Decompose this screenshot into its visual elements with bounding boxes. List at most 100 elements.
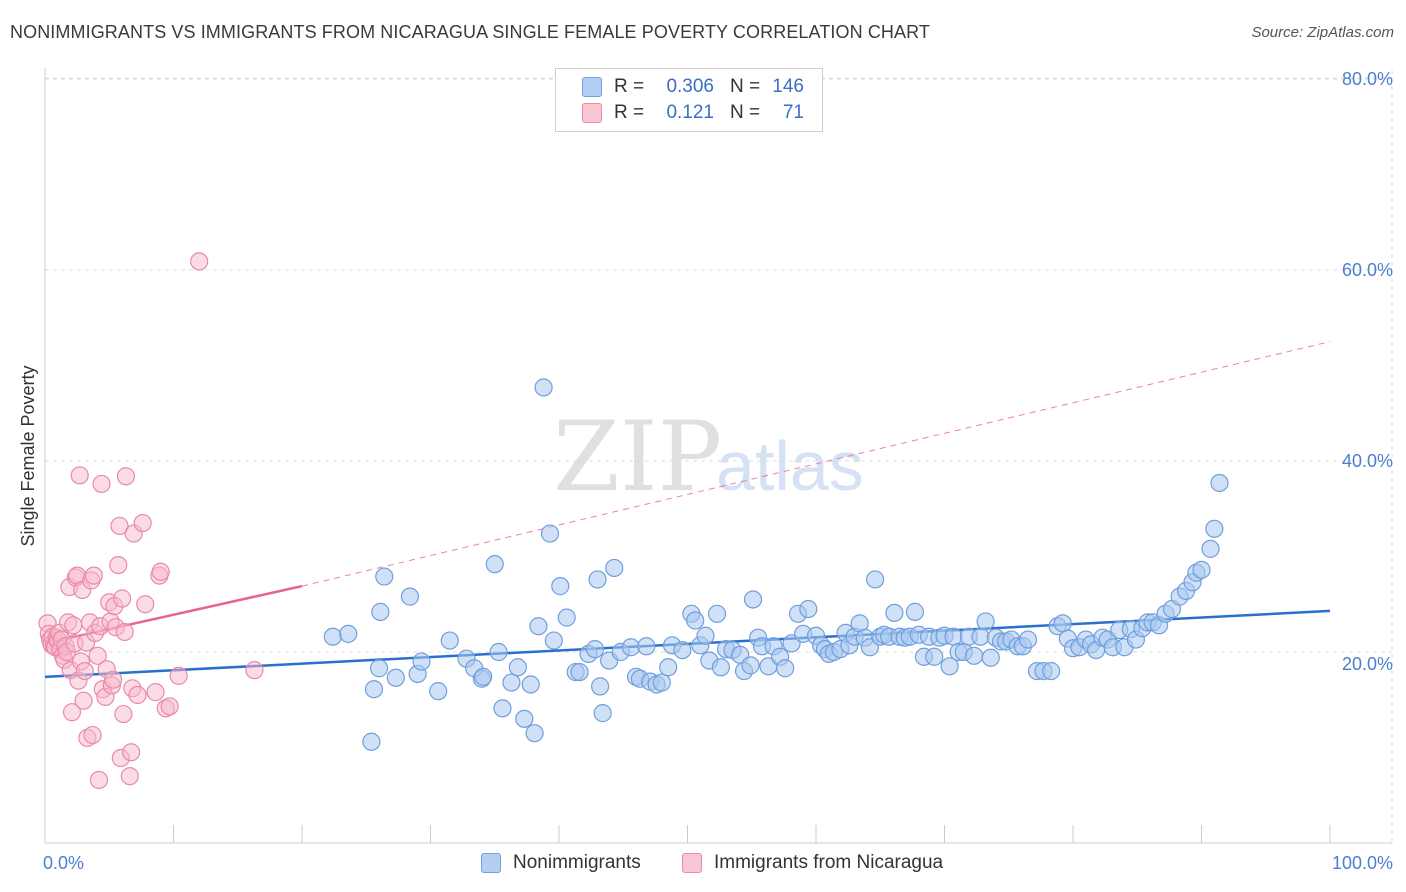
legend-swatch-blue	[481, 853, 501, 873]
data-point-immigrants	[112, 589, 132, 608]
axis-labels: 20.0% 40.0% 60.0% 80.0% 0.0% 100.0% Single Fem…	[18, 69, 1393, 873]
legend-r-value: 0.306	[666, 76, 714, 97]
data-point-immigrants	[245, 661, 264, 680]
data-point-immigrants	[64, 616, 83, 635]
legend-n-label: N =	[730, 76, 761, 97]
y-tick-label: 60.0%	[1342, 260, 1393, 280]
data-point-immigrants	[133, 513, 152, 533]
legend-row-immigrants: R = 0.121 N = 71	[582, 102, 804, 124]
data-point-nonimmigrants	[707, 604, 727, 623]
legend-item-nonimmigrants[interactable]: Nonimmigrants	[481, 852, 641, 874]
data-point-nonimmigrants	[570, 662, 589, 682]
y-tick-label: 40.0%	[1342, 451, 1393, 471]
data-point-nonimmigrants	[591, 677, 610, 696]
data-point-nonimmigrants	[485, 555, 504, 574]
data-point-immigrants	[121, 743, 141, 762]
data-point-nonimmigrants	[534, 378, 553, 397]
data-point-nonimmigrants	[976, 612, 995, 631]
data-point-immigrants	[83, 725, 102, 745]
data-point-nonimmigrants	[905, 602, 925, 621]
legend-item-immigrants[interactable]: Immigrants from Nicaragua	[682, 852, 943, 874]
data-point-nonimmigrants	[339, 624, 358, 643]
data-point-nonimmigrants	[885, 603, 904, 622]
data-point-nonimmigrants	[515, 709, 534, 728]
data-point-immigrants	[89, 770, 109, 790]
data-point-immigrants	[114, 704, 133, 724]
data-point-immigrants	[128, 685, 147, 705]
data-point-nonimmigrants	[1042, 661, 1061, 681]
x-tick-label-max: 100.0%	[1332, 853, 1393, 873]
data-point-immigrants	[190, 252, 209, 271]
legend-n-value: 71	[782, 102, 804, 123]
legend-n-value: 146	[772, 76, 804, 97]
y-tick-label: 20.0%	[1342, 654, 1393, 674]
data-point-nonimmigrants	[429, 682, 448, 701]
axes	[44, 68, 1392, 844]
data-point-nonimmigrants	[1201, 539, 1220, 558]
data-point-nonimmigrants	[944, 627, 963, 646]
stats-legend: R = 0.306 N = 146 R = 0.121 N = 71	[555, 68, 823, 132]
data-point-nonimmigrants	[521, 675, 540, 694]
data-point-nonimmigrants	[362, 732, 381, 751]
data-point-nonimmigrants	[673, 640, 692, 660]
data-point-nonimmigrants	[696, 626, 715, 645]
data-point-immigrants	[146, 683, 165, 702]
data-point-immigrants	[151, 562, 170, 581]
data-point-nonimmigrants	[370, 659, 389, 678]
data-point-immigrants	[70, 466, 89, 485]
data-point-nonimmigrants	[637, 637, 656, 656]
watermark-atlas: atlas	[716, 427, 864, 505]
chart-title: NONIMMIGRANTS VS IMMIGRANTS FROM NICARAG…	[10, 22, 930, 42]
data-point-nonimmigrants	[508, 658, 527, 677]
data-point-nonimmigrants	[323, 627, 342, 646]
data-point-immigrants	[109, 555, 128, 575]
data-point-nonimmigrants	[686, 611, 705, 630]
data-point-immigrants	[104, 670, 123, 689]
data-point-nonimmigrants	[557, 608, 576, 627]
data-point-immigrants	[116, 467, 136, 486]
data-point-immigrants	[169, 666, 188, 685]
data-point-nonimmigrants	[585, 640, 605, 659]
legend-label-immigrants: Immigrants from Nicaragua	[714, 852, 944, 873]
data-point-immigrants	[110, 516, 129, 536]
data-point-nonimmigrants	[621, 638, 641, 657]
data-point-nonimmigrants	[489, 642, 508, 662]
data-point-immigrants	[160, 697, 179, 716]
legend-label-nonimmigrants: Nonimmigrants	[513, 852, 641, 873]
data-point-nonimmigrants	[605, 558, 624, 578]
data-point-nonimmigrants	[743, 590, 763, 609]
data-point-nonimmigrants	[1192, 560, 1211, 579]
data-point-nonimmigrants	[940, 657, 959, 676]
data-point-immigrants	[62, 703, 82, 722]
data-point-nonimmigrants	[386, 668, 405, 687]
data-point-nonimmigrants	[981, 648, 1000, 667]
watermark-zip: ZIP	[553, 401, 722, 513]
legend-r-value: 0.121	[666, 102, 714, 123]
data-point-nonimmigrants	[659, 658, 678, 677]
data-point-nonimmigrants	[776, 659, 795, 678]
data-point-nonimmigrants	[551, 577, 570, 596]
legend-swatch-blue	[582, 77, 602, 97]
data-point-nonimmigrants	[799, 599, 818, 619]
data-point-nonimmigrants	[371, 602, 390, 621]
data-point-immigrants	[84, 566, 103, 585]
data-point-nonimmigrants	[925, 647, 944, 666]
data-point-nonimmigrants	[1053, 614, 1072, 633]
legend-row-nonimmigrants: R = 0.306 N = 146	[582, 76, 804, 98]
data-point-nonimmigrants	[1018, 630, 1038, 649]
data-point-nonimmigrants	[525, 724, 544, 743]
data-point-immigrants	[75, 661, 94, 681]
data-point-immigrants	[115, 622, 134, 642]
data-point-nonimmigrants	[741, 656, 760, 675]
series-nonimmigrants-points	[323, 378, 1229, 751]
data-point-nonimmigrants	[540, 524, 560, 543]
y-tick-label: 80.0%	[1342, 69, 1393, 89]
data-point-nonimmigrants	[1205, 519, 1224, 538]
legend-swatch-pink	[582, 103, 602, 123]
data-point-nonimmigrants	[440, 631, 459, 650]
data-point-nonimmigrants	[502, 673, 521, 692]
data-point-immigrants	[74, 691, 93, 710]
data-point-nonimmigrants	[588, 570, 607, 589]
trend-line-immigrants-extension	[301, 341, 1331, 587]
